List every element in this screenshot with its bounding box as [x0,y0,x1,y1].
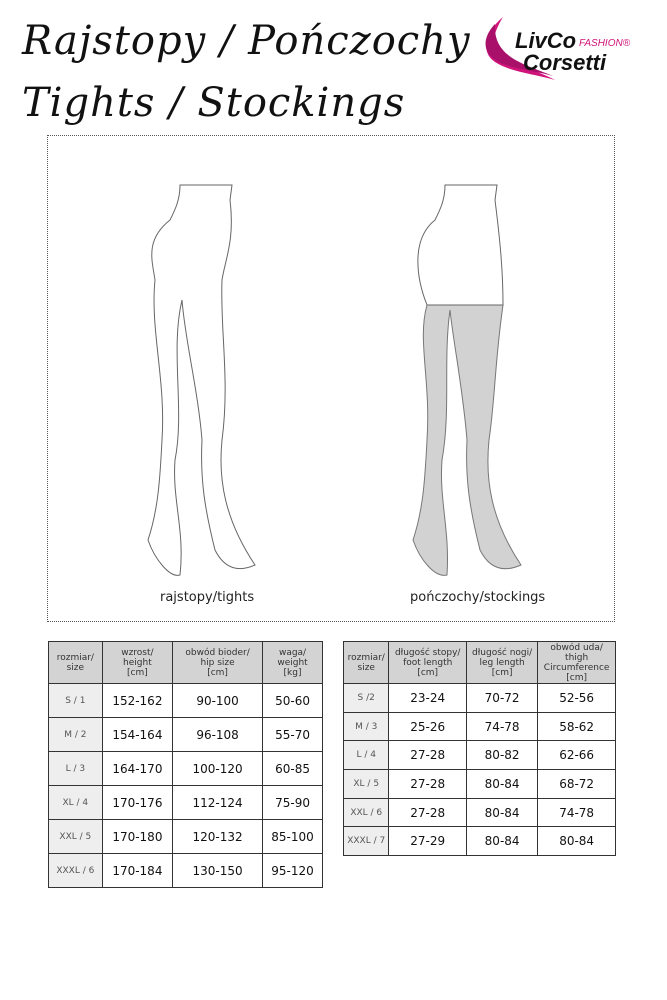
value-cell: 80-84 [465,797,539,828]
value-cell: 100-120 [172,751,264,786]
value-cell: 58-62 [537,711,616,742]
size-cell: L / 4 [342,740,390,771]
value-cell: 27-29 [388,826,467,857]
table-row: S /2 23-24 70-72 52-56 [342,683,616,713]
tights-illustration [147,184,256,576]
column-header: rozmiar/ size [48,641,103,684]
size-cell: L / 3 [48,751,103,786]
table-row: L / 3 164-170 100-120 60-85 [48,751,323,786]
value-cell: 170-176 [101,785,174,820]
title-line-2: Tights / Stockings [22,80,406,126]
value-cell: 74-78 [537,797,616,828]
tights-label: rajstopy/tights [160,590,255,605]
value-cell: 62-66 [537,740,616,771]
value-cell: 27-28 [388,797,467,828]
value-cell: 74-78 [465,711,539,742]
value-cell: 27-28 [388,769,467,799]
table-row: XL / 5 27-28 80-84 68-72 [342,769,616,799]
size-cell: XXXL / 6 [48,853,103,888]
table-row: S / 1 152-162 90-100 50-60 [48,683,323,718]
size-cell: M / 2 [48,717,103,752]
value-cell: 154-164 [101,717,174,752]
stockings-illustration [412,184,522,576]
column-header: obwód bioder/ hip size [cm] [172,641,264,684]
title-line-1: Rajstopy / Pończochy [22,18,471,64]
value-cell: 80-82 [465,740,539,771]
livco-corsetti-logo: LivCo FASHION® Corsetti [485,17,631,80]
table-row: XXL / 5 170-180 120-132 85-100 [48,819,323,854]
column-header: długość stopy/ foot length [cm] [388,641,467,684]
table-row: L / 4 27-28 80-82 62-66 [342,740,616,771]
value-cell: 80-84 [465,769,539,799]
table-row: XL / 4 170-176 112-124 75-90 [48,785,323,820]
value-cell: 90-100 [172,683,264,718]
size-cell: XXXL / 7 [342,826,390,857]
stockings-label: pończochy/stockings [410,590,546,605]
value-cell: 25-26 [388,711,467,742]
illustration-frame [47,135,615,622]
stockings-size-table: rozmiar/ size długość stopy/ foot length … [342,641,616,857]
svg-text:LivCo: LivCo [515,28,576,53]
column-header: obwód uda/ thigh Circumference [cm] [537,641,616,684]
value-cell: 80-84 [537,826,616,857]
value-cell: 27-28 [388,740,467,771]
column-header: rozmiar/ size [342,641,390,684]
value-cell: 95-120 [262,853,323,888]
tights-size-table: rozmiar/ size wzrost/ height [cm] obwód bi… [48,641,323,888]
value-cell: 164-170 [101,751,174,786]
size-cell: XXL / 6 [342,797,390,828]
value-cell: 55-70 [262,717,323,752]
size-cell: XL / 4 [48,785,103,820]
value-cell: 60-85 [262,751,323,786]
column-header: długość nogi/ leg length [cm] [465,641,539,684]
size-cell: S /2 [342,683,390,713]
value-cell: 75-90 [262,785,323,820]
size-cell: S / 1 [48,683,103,718]
table-row: M / 3 25-26 74-78 58-62 [342,711,616,742]
table-row: XXXL / 7 27-29 80-84 80-84 [342,826,616,857]
table-row: M / 2 154-164 96-108 55-70 [48,717,323,752]
value-cell: 70-72 [465,683,539,713]
value-cell: 80-84 [465,826,539,857]
value-cell: 68-72 [537,769,616,799]
value-cell: 130-150 [172,853,264,888]
value-cell: 120-132 [172,819,264,854]
value-cell: 170-180 [101,819,174,854]
svg-text:Corsetti: Corsetti [523,50,607,75]
size-cell: XXL / 5 [48,819,103,854]
value-cell: 50-60 [262,683,323,718]
value-cell: 52-56 [537,683,616,713]
value-cell: 112-124 [172,785,264,820]
column-header: wzrost/ height [cm] [101,641,174,684]
value-cell: 96-108 [172,717,264,752]
value-cell: 85-100 [262,819,323,854]
size-cell: M / 3 [342,711,390,742]
table-row: XXXL / 6 170-184 130-150 95-120 [48,853,323,888]
table-row: XXL / 6 27-28 80-84 74-78 [342,797,616,828]
value-cell: 23-24 [388,683,467,713]
column-header: waga/ weight [kg] [262,641,323,684]
size-cell: XL / 5 [342,769,390,799]
svg-text:FASHION®: FASHION® [579,38,631,49]
value-cell: 170-184 [101,853,174,888]
value-cell: 152-162 [101,683,174,718]
